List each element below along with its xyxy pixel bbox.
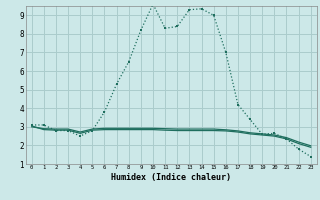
X-axis label: Humidex (Indice chaleur): Humidex (Indice chaleur) [111, 173, 231, 182]
